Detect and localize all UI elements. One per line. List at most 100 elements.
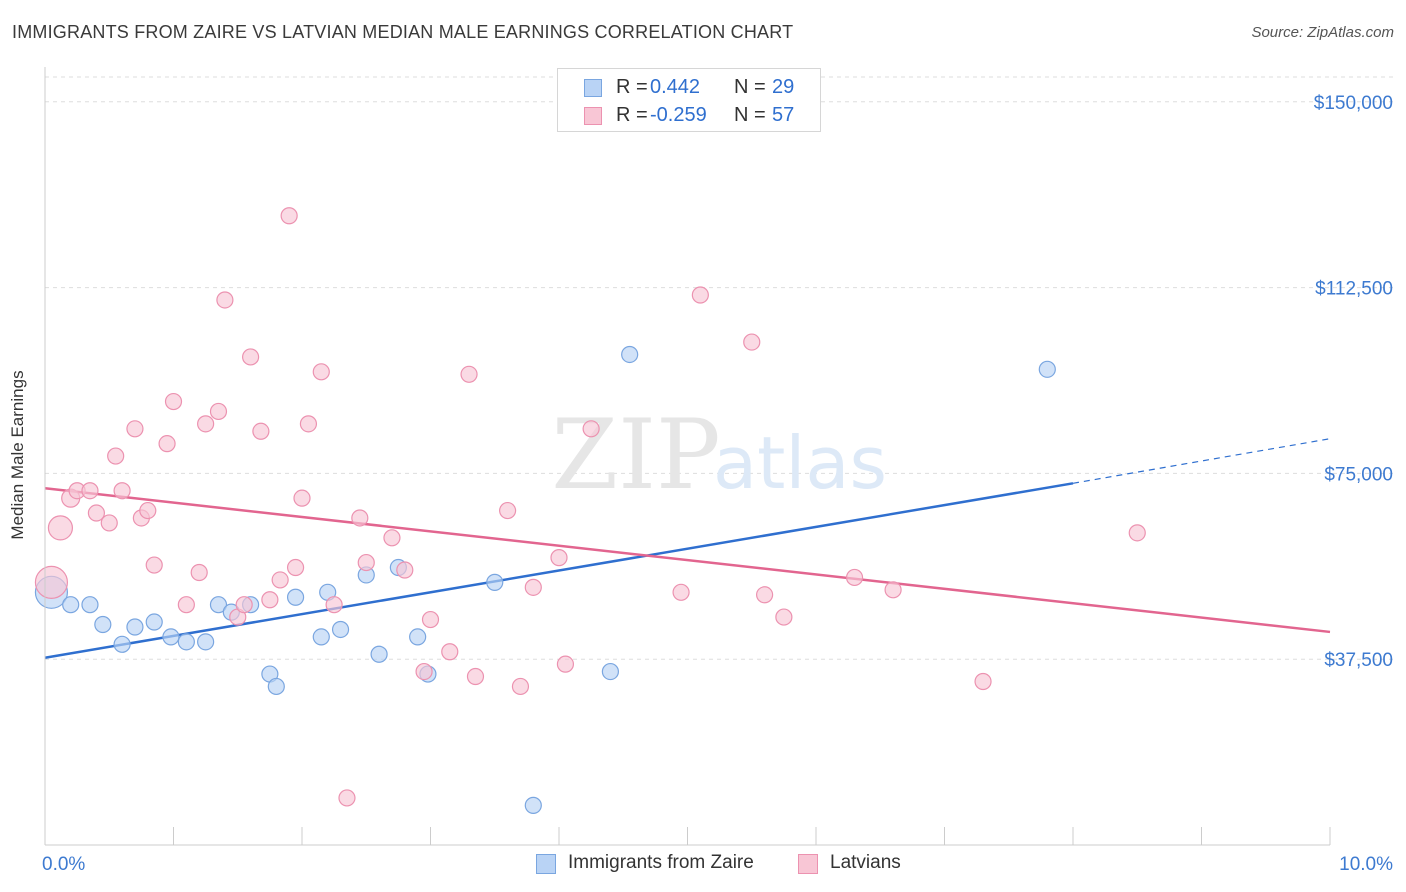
latvian-point: [325, 596, 343, 614]
zaire-point: [94, 615, 112, 634]
stats-box: R = 0.442 N = 29 R = -0.259 N = 57: [557, 68, 821, 132]
legend-swatch-blue: [536, 854, 556, 874]
stats-row-pink: R = -0.259 N = 57: [558, 101, 820, 129]
legend-swatch-pink: [798, 854, 818, 874]
watermark: ZIP atlas: [551, 399, 887, 511]
x-tick-label-max: 10.0%: [1339, 854, 1393, 875]
stats-n-value: 29: [772, 76, 795, 98]
latvian-point: [415, 662, 433, 681]
latvian-trend-line: [44, 487, 1331, 634]
latvian-point: [164, 392, 183, 411]
grid-layer: [45, 76, 1395, 660]
latvian-point: [396, 561, 414, 579]
stats-r-value: -0.259: [650, 104, 707, 126]
zaire-point: [162, 628, 180, 646]
latvian-point: [357, 553, 375, 572]
latvian-point: [34, 565, 69, 599]
stats-n-label: N =: [734, 104, 766, 126]
source-label: Source: ZipAtlas.com: [1251, 24, 1394, 41]
latvian-point: [113, 482, 131, 500]
latvian-point: [556, 655, 575, 673]
zaire-point: [621, 345, 639, 364]
zaire-point: [267, 677, 285, 696]
latvian-point: [139, 501, 157, 520]
latvian-point: [499, 501, 517, 520]
latvian-point: [190, 563, 208, 582]
stats-swatch-blue: [584, 79, 602, 97]
latvian-point: [177, 596, 195, 614]
latvian-point: [286, 558, 305, 577]
axis-layer: $37,500 $75,000 $112,500 $150,000 0.0% 10.0%: [42, 67, 1393, 875]
stats-row-blue: R = 0.442 N = 29: [558, 73, 820, 101]
latvian-point: [511, 677, 530, 696]
stats-n-value: 57: [772, 104, 795, 126]
latvian-point: [271, 571, 289, 589]
latvian-point: [126, 420, 144, 438]
latvian-point: [107, 447, 125, 465]
zaire-point: [177, 633, 195, 651]
latvian-point: [466, 667, 485, 686]
latvian-point: [775, 608, 793, 626]
latvian-point: [252, 422, 270, 440]
zaire-point: [409, 628, 427, 646]
latvian-point: [145, 556, 163, 574]
watermark-zip: ZIP: [551, 399, 720, 511]
latvian-point: [312, 363, 330, 381]
zaire-trend-line: [44, 482, 1074, 659]
latvian-point: [1128, 524, 1146, 542]
zaire-point: [145, 613, 163, 631]
latvian-point: [209, 402, 228, 421]
y-axis-label: Median Male Earnings: [8, 370, 27, 540]
latvian-point: [672, 583, 690, 601]
zaire-point: [370, 645, 388, 663]
zaire-point: [312, 628, 330, 646]
latvian-point: [338, 789, 356, 807]
latvian-point: [235, 596, 253, 614]
y-tick-label: $37,500: [1324, 650, 1393, 671]
latvian-point: [158, 435, 176, 453]
legend-label: Latvians: [830, 852, 901, 873]
latvian-point: [743, 333, 761, 351]
x-tick-label-min: 0.0%: [42, 854, 85, 875]
stats-n-label: N =: [734, 76, 766, 98]
latvian-point: [421, 610, 440, 629]
chart-title: IMMIGRANTS FROM ZAIRE VS LATVIAN MEDIAN …: [12, 22, 794, 42]
latvian-point: [582, 420, 600, 438]
stats-r-label: R =: [616, 76, 648, 98]
latvian-point: [197, 415, 215, 433]
latvian-point: [755, 586, 774, 604]
latvian-point: [351, 509, 369, 527]
latvian-point: [845, 568, 864, 587]
zaire-point: [331, 620, 350, 639]
latvian-point: [293, 489, 311, 507]
latvian-point: [242, 348, 260, 366]
latvian-point: [261, 591, 279, 609]
zaire-point: [126, 618, 144, 636]
y-tick-label: $75,000: [1324, 464, 1393, 485]
stats-r-label: R =: [616, 104, 648, 126]
y-tick-label: $150,000: [1314, 93, 1393, 114]
latvian-point: [974, 672, 992, 691]
watermark-atlas: atlas: [713, 421, 887, 505]
zaire-point: [1038, 360, 1056, 378]
zaire-point: [286, 588, 305, 606]
zaire-point: [81, 596, 99, 614]
latvian-point: [884, 581, 902, 599]
latvian-point: [524, 578, 542, 596]
zaire-point: [113, 635, 131, 653]
latvian-point: [81, 482, 99, 500]
zaire-trend-extension: [1072, 438, 1331, 484]
latvian-point: [441, 643, 459, 661]
latvian-point: [280, 207, 298, 225]
points-layer: [34, 207, 1146, 814]
zaire-point: [601, 662, 620, 681]
zaire-point: [524, 796, 542, 814]
latvian-point: [383, 529, 401, 547]
latvian-point: [216, 291, 234, 309]
latvian-point: [460, 365, 478, 383]
latvian-point: [100, 514, 118, 532]
latvian-point: [47, 515, 74, 541]
latvian-point: [299, 415, 318, 433]
zaire-point: [62, 596, 80, 614]
